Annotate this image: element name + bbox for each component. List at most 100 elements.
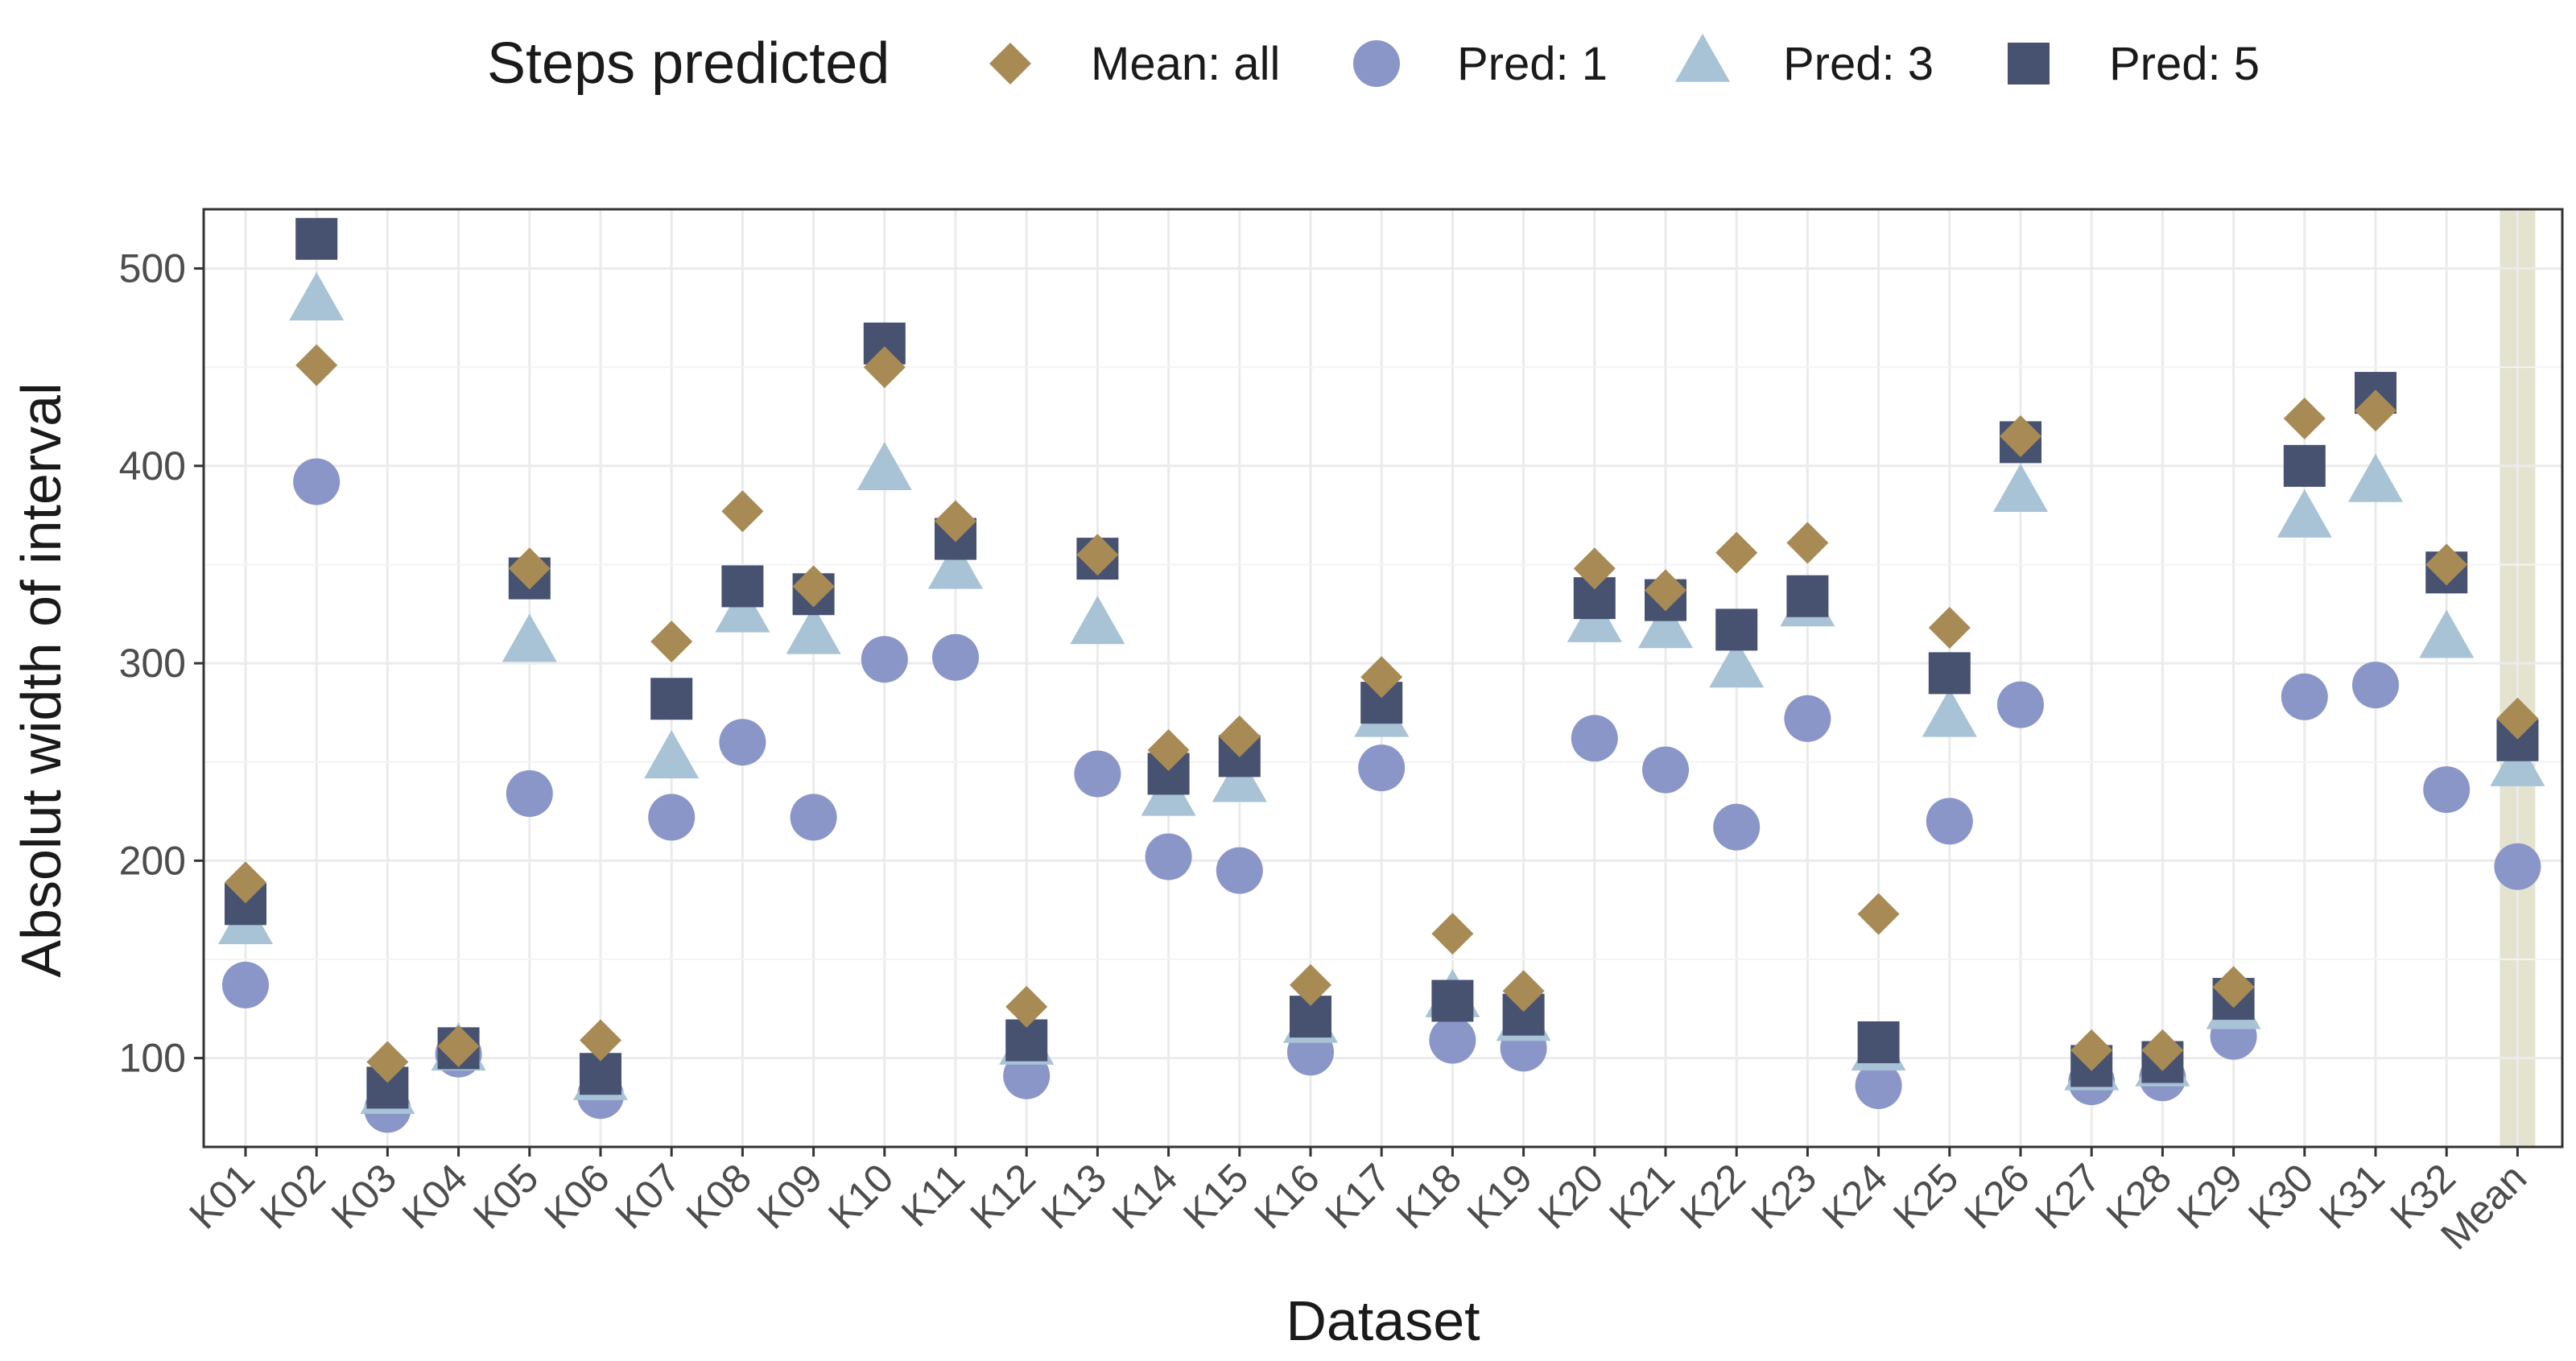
x-tick-label: K22 xyxy=(1671,1155,1754,1238)
x-tick-label: K19 xyxy=(1459,1155,1542,1238)
data-point xyxy=(1713,803,1761,851)
data-point xyxy=(1997,681,2044,728)
data-point xyxy=(1218,715,1261,757)
data-point xyxy=(2494,843,2541,890)
data-point xyxy=(863,346,906,389)
data-point xyxy=(2277,489,2332,538)
data-point xyxy=(857,442,912,490)
x-tick-label: K13 xyxy=(1033,1155,1116,1238)
data-point xyxy=(648,794,696,841)
x-tick-label: K05 xyxy=(464,1155,547,1238)
data-point xyxy=(366,1041,409,1083)
x-tick-label: K16 xyxy=(1245,1155,1328,1238)
data-point xyxy=(2425,543,2468,586)
x-tick-label: K06 xyxy=(535,1155,618,1238)
axes: 100200300400500K01K02K03K04K05K06K07K08K… xyxy=(119,246,2536,1259)
data-point xyxy=(1857,893,1900,935)
y-tick-label: 100 xyxy=(119,1036,186,1081)
x-tick-label: K08 xyxy=(678,1155,761,1238)
x-tick-label: K01 xyxy=(180,1155,263,1238)
plot-panel-border xyxy=(202,208,2564,1149)
data-point xyxy=(289,272,345,321)
data-point xyxy=(2355,390,2396,432)
data-point xyxy=(1786,522,1829,564)
legend-title: Steps predicted xyxy=(487,31,890,96)
data-point xyxy=(1290,963,1331,1006)
data-point xyxy=(1573,547,1616,590)
x-tick-label: K02 xyxy=(251,1155,334,1238)
data-point xyxy=(2352,662,2399,709)
data-point xyxy=(935,500,976,542)
data-point xyxy=(2281,673,2328,720)
data-point xyxy=(295,344,338,386)
data-point xyxy=(928,540,983,589)
data-point xyxy=(644,730,700,779)
x-tick-label: K07 xyxy=(606,1155,689,1238)
data-point xyxy=(502,613,557,662)
data-point xyxy=(1928,652,1971,695)
x-tick-label: K11 xyxy=(893,1155,973,1235)
legend-key xyxy=(989,43,1031,85)
data-point xyxy=(719,719,766,766)
data-point xyxy=(1212,753,1267,802)
data-point xyxy=(1431,913,1474,955)
data-point xyxy=(2000,415,2041,458)
data-point xyxy=(1216,847,1263,894)
data-point xyxy=(1638,600,1693,649)
x-tick-label: K29 xyxy=(2169,1155,2252,1238)
y-tick-label: 300 xyxy=(119,641,186,686)
data-point xyxy=(786,605,841,654)
data-point xyxy=(2496,697,2539,740)
data-point xyxy=(1005,985,1048,1028)
data-point xyxy=(1147,729,1190,772)
y-tick-label: 500 xyxy=(119,246,186,291)
x-tick-label: K31 xyxy=(2310,1155,2393,1238)
data-point xyxy=(2212,966,2255,1008)
series-mean-all xyxy=(225,344,2539,1083)
data-point xyxy=(1358,744,1406,792)
data-point xyxy=(508,547,551,590)
data-point xyxy=(2423,766,2471,814)
data-point xyxy=(1145,833,1192,881)
data-point xyxy=(790,794,837,841)
data-point xyxy=(1431,980,1474,1022)
x-tick-label: K03 xyxy=(323,1155,406,1238)
data-point xyxy=(222,961,269,1008)
legend-key xyxy=(1675,33,1730,82)
x-tick-label: K10 xyxy=(819,1155,902,1238)
x-tick-label: K25 xyxy=(1885,1155,1967,1238)
legend-label: Pred: 5 xyxy=(2109,38,2260,90)
data-point xyxy=(1502,970,1545,1013)
data-point xyxy=(293,458,341,505)
data-point xyxy=(1360,656,1403,699)
x-tick-label: K20 xyxy=(1530,1155,1612,1238)
legend-label: Pred: 3 xyxy=(1783,38,1934,90)
data-point xyxy=(506,769,553,817)
x-tick-label: K15 xyxy=(1174,1155,1257,1238)
data-point xyxy=(2490,737,2545,786)
data-point xyxy=(1571,715,1618,762)
data-point xyxy=(1715,608,1758,651)
x-tick-label: K17 xyxy=(1316,1155,1399,1238)
legend: Steps predicted Mean: all Pred: 1 Pred: 3 P… xyxy=(487,31,2260,96)
data-point xyxy=(1922,688,1977,737)
data-point xyxy=(1645,569,1686,612)
data-point xyxy=(2283,444,2326,487)
x-tick-label: K28 xyxy=(2098,1155,2181,1238)
data-point xyxy=(295,217,338,260)
data-point xyxy=(1429,1017,1476,1064)
data-point xyxy=(2348,453,2403,502)
x-tick-label: K04 xyxy=(394,1155,477,1238)
legend-key xyxy=(2008,43,2050,85)
y-tick-label: 200 xyxy=(119,838,186,883)
data-point xyxy=(2070,1029,2113,1071)
legend-key xyxy=(1353,40,1400,87)
data-point xyxy=(1709,639,1765,688)
data-point xyxy=(1926,798,1973,845)
data-point xyxy=(932,633,979,681)
data-point xyxy=(1928,606,1971,649)
data-point xyxy=(650,678,693,720)
data-point xyxy=(580,1019,621,1062)
x-tick-label: K09 xyxy=(749,1155,832,1238)
